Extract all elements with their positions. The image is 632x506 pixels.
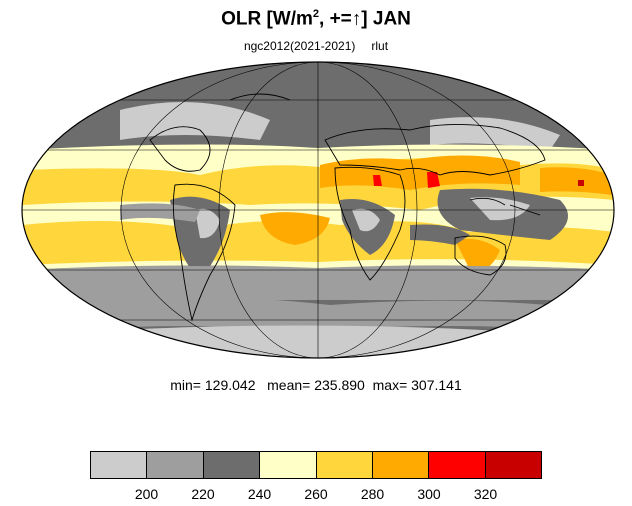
colorbar-swatch — [372, 452, 430, 478]
colorbar-tick-label: 280 — [360, 486, 385, 502]
south-atlantic-high — [260, 212, 330, 245]
colorbar-tick-label: 320 — [473, 486, 498, 502]
map-title: OLR [W/m2, +=↑] JAN — [0, 8, 632, 30]
title-suffix: , +=↑] JAN — [319, 8, 411, 30]
colorbar — [90, 451, 542, 479]
colorbar-tick-label: 240 — [247, 486, 272, 502]
title-superscript: 2 — [312, 8, 320, 20]
variable-label: rlut — [371, 39, 389, 53]
colorbar-tick-label: 200 — [134, 486, 159, 502]
congo-core — [352, 208, 380, 232]
coastlines — [149, 93, 546, 322]
colorbar-swatch — [91, 452, 148, 478]
south-midlat-band — [80, 296, 580, 330]
colorbar-swatch — [147, 452, 204, 478]
colorbar-tick-label: 300 — [417, 486, 441, 502]
north-patch-a — [120, 102, 270, 140]
arabia-peak — [427, 172, 440, 188]
map-subtitle: ngc2012(2021-2021) rlut — [0, 39, 632, 53]
pacific-north-high — [540, 167, 612, 195]
colorbar-swatch — [316, 452, 373, 478]
north-patch-b — [430, 117, 560, 150]
colorbar-swatch — [203, 452, 261, 478]
australia-high — [455, 238, 500, 271]
sahara-arabia-high — [320, 155, 520, 190]
stats-line: min= 129.042 mean= 235.890 max= 307.141 — [170, 377, 462, 393]
case-label: ngc2012(2021-2021) — [243, 39, 356, 53]
south-subtropics — [22, 266, 614, 300]
amazon-core — [195, 208, 220, 239]
colorbar-labels: 200 220 240 260 280 300 320 — [0, 486, 632, 504]
pacific-peak — [578, 180, 584, 186]
sahara-peak — [373, 175, 382, 186]
colorbar-swatch — [260, 452, 317, 478]
antarctic-rim — [120, 325, 520, 358]
globe-outline — [21, 61, 615, 359]
title-prefix: OLR [W/m — [221, 8, 313, 30]
colorbar-tick-label: 220 — [191, 486, 215, 502]
colorbar-swatch — [429, 452, 486, 478]
pacific-itcz-patch — [120, 203, 200, 222]
colorbar-tick-label: 260 — [304, 486, 328, 502]
colorbar-swatch — [485, 452, 541, 478]
